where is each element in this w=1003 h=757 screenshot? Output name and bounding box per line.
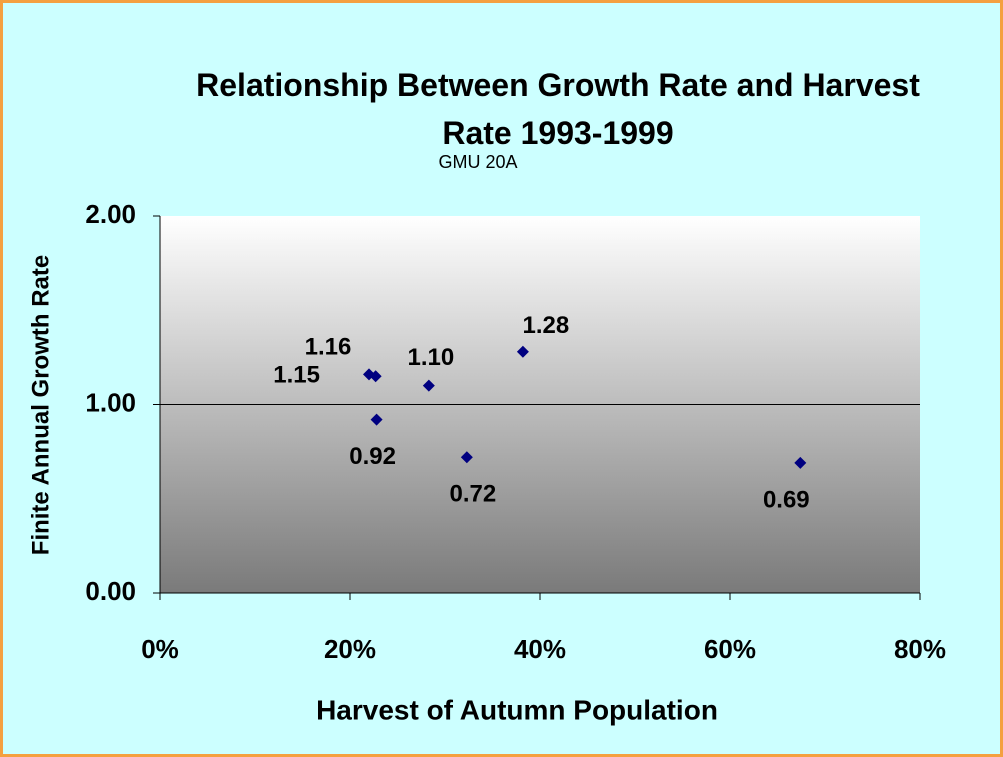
y-tick-label: 2.00	[85, 199, 136, 229]
point	[422, 379, 435, 392]
x-tick-label: 0%	[141, 634, 179, 664]
chart-subtitle: GMU 20A	[438, 152, 517, 172]
x-tick-label: 60%	[704, 634, 756, 664]
x-axis-label: Harvest of Autumn Population	[316, 694, 718, 725]
y-tick-label: 1.00	[85, 387, 136, 417]
data-label: 1.10	[407, 344, 454, 371]
chart: GMU 20A Harvest of Autumn Population Fin…	[27, 152, 946, 726]
point	[516, 345, 529, 358]
point	[794, 456, 807, 469]
x-tick-label: 20%	[324, 634, 376, 664]
y-tick-label: 0.00	[85, 576, 136, 606]
data-label: 0.69	[763, 486, 810, 513]
point	[460, 451, 473, 464]
point	[369, 370, 382, 383]
y-axis-label: Finite Annual Growth Rate	[27, 255, 54, 555]
data-label: 1.15	[273, 362, 320, 389]
data-label: 1.16	[305, 334, 352, 361]
data-label: 0.72	[449, 481, 496, 508]
chart-title: Relationship Between Growth Rate and Har…	[196, 67, 920, 151]
x-tick-label: 40%	[514, 634, 566, 664]
x-tick-label: 80%	[894, 634, 946, 664]
point	[370, 413, 383, 426]
data-label: 1.28	[523, 312, 570, 339]
data-label: 0.92	[349, 443, 396, 470]
